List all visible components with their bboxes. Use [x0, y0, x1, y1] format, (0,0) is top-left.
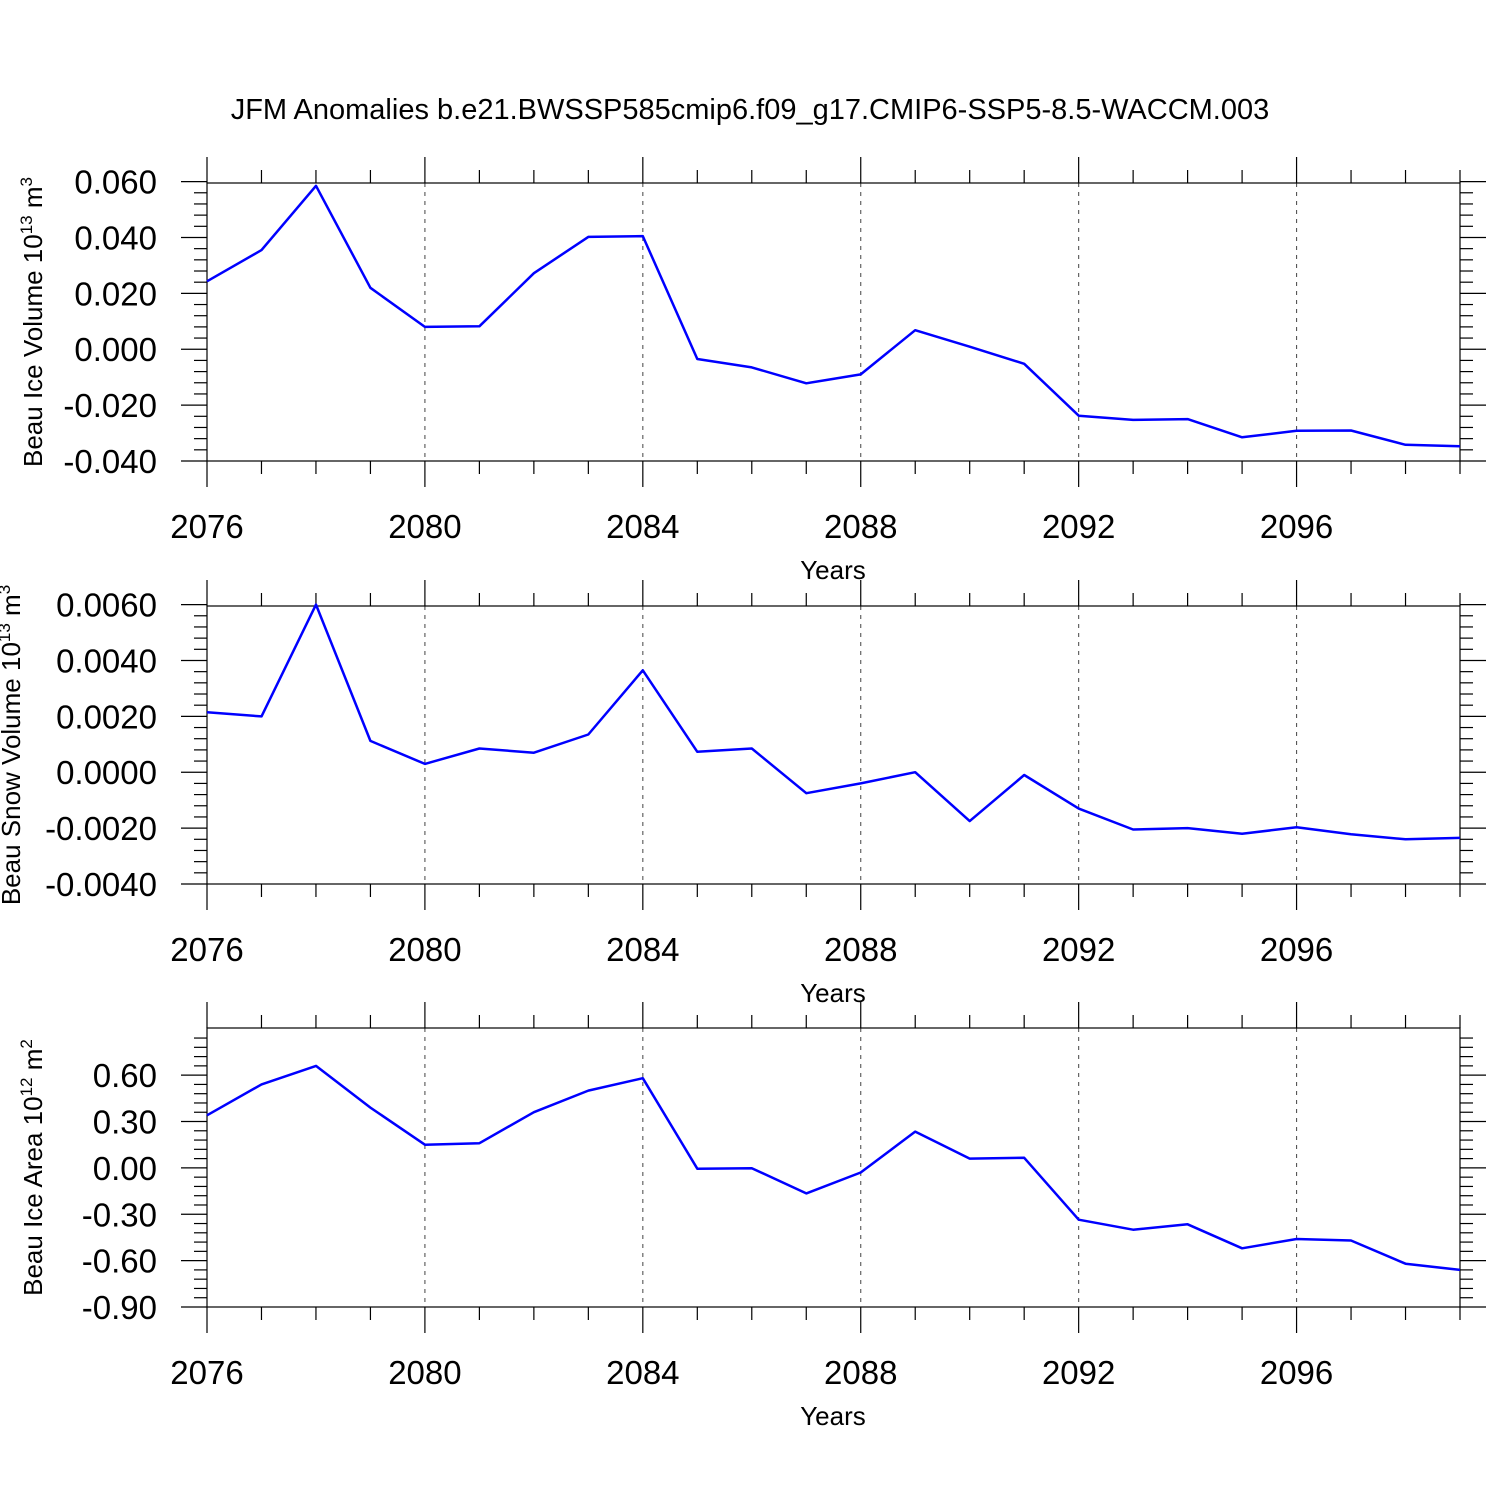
x-tick-label: 2096: [1260, 931, 1333, 968]
x-tick-label: 2080: [388, 931, 461, 968]
y-tick-label: -0.90: [82, 1289, 157, 1326]
x-axis-title: Years: [800, 555, 866, 585]
y-axis-title: Beau Ice Area 1012 m2: [17, 1039, 48, 1296]
x-axis-title: Years: [800, 1401, 866, 1431]
x-tick-label: 2076: [170, 508, 243, 545]
y-axis-title: Beau Ice Volume 1013 m3: [17, 177, 48, 467]
y-tick-label: 0.0060: [56, 587, 157, 624]
plot-frame: [206, 605, 1461, 885]
y-tick-label: 0.30: [93, 1104, 157, 1141]
x-tick-label: 2088: [824, 1354, 897, 1391]
y-tick-label: 0.0020: [56, 698, 157, 735]
x-tick-label: 2080: [388, 1354, 461, 1391]
x-tick-label: 2084: [606, 508, 679, 545]
x-tick-label: 2076: [170, 931, 243, 968]
y-tick-label: 0.060: [74, 164, 157, 201]
x-tick-label: 2096: [1260, 508, 1333, 545]
panel-3: 2076 2080 2084 2088 2092 2096 -0.90 -0.60 -0.30 0…: [17, 1002, 1486, 1431]
x-tick-label: 2084: [606, 931, 679, 968]
y-tick-label: -0.30: [82, 1196, 157, 1233]
x-tick-label: 2092: [1042, 1354, 1115, 1391]
y-tick-label: 0.020: [74, 275, 157, 312]
y-tick-label: -0.0020: [45, 810, 157, 847]
y-tick-label: -0.020: [63, 387, 157, 424]
series-line: [206, 184, 1461, 448]
panel-2: 2076 2080 2084 2088 2092 2096 -0.0040 -0.0020 0.…: [0, 580, 1486, 1008]
panel-1: 2076 2080 2084 2088 2092 2096 -0.040 -0.020 0.00…: [17, 157, 1486, 585]
series-line: [206, 1064, 1461, 1272]
y-tick-label: 0.0040: [56, 642, 157, 679]
y-tick-label: 0.00: [93, 1150, 157, 1187]
y-tick-label: 0.0000: [56, 754, 157, 791]
series-line: [206, 603, 1461, 841]
plot-frame: [206, 182, 1461, 462]
x-tick-label: 2092: [1042, 931, 1115, 968]
y-tick-label: -0.040: [63, 443, 157, 480]
y-tick-label: 0.000: [74, 331, 157, 368]
figure-title: JFM Anomalies b.e21.BWSSP585cmip6.f09_g1…: [231, 94, 1270, 126]
x-tick-label: 2080: [388, 508, 461, 545]
panels: 2076 2080 2084 2088 2092 2096 -0.040 -0.020 0.00…: [0, 157, 1486, 1431]
y-tick-label: 0.040: [74, 219, 157, 256]
x-tick-label: 2088: [824, 508, 897, 545]
x-tick-label: 2096: [1260, 1354, 1333, 1391]
plot-frame: [206, 1027, 1461, 1308]
x-tick-label: 2084: [606, 1354, 679, 1391]
y-tick-label: -0.0040: [45, 866, 157, 903]
y-tick-label: -0.60: [82, 1243, 157, 1280]
x-tick-label: 2092: [1042, 508, 1115, 545]
x-tick-label: 2088: [824, 931, 897, 968]
y-axis-title: Beau Snow Volume 1013 m3: [0, 585, 26, 905]
y-tick-label: 0.60: [93, 1057, 157, 1094]
x-axis-title: Years: [800, 978, 866, 1008]
x-tick-label: 2076: [170, 1354, 243, 1391]
